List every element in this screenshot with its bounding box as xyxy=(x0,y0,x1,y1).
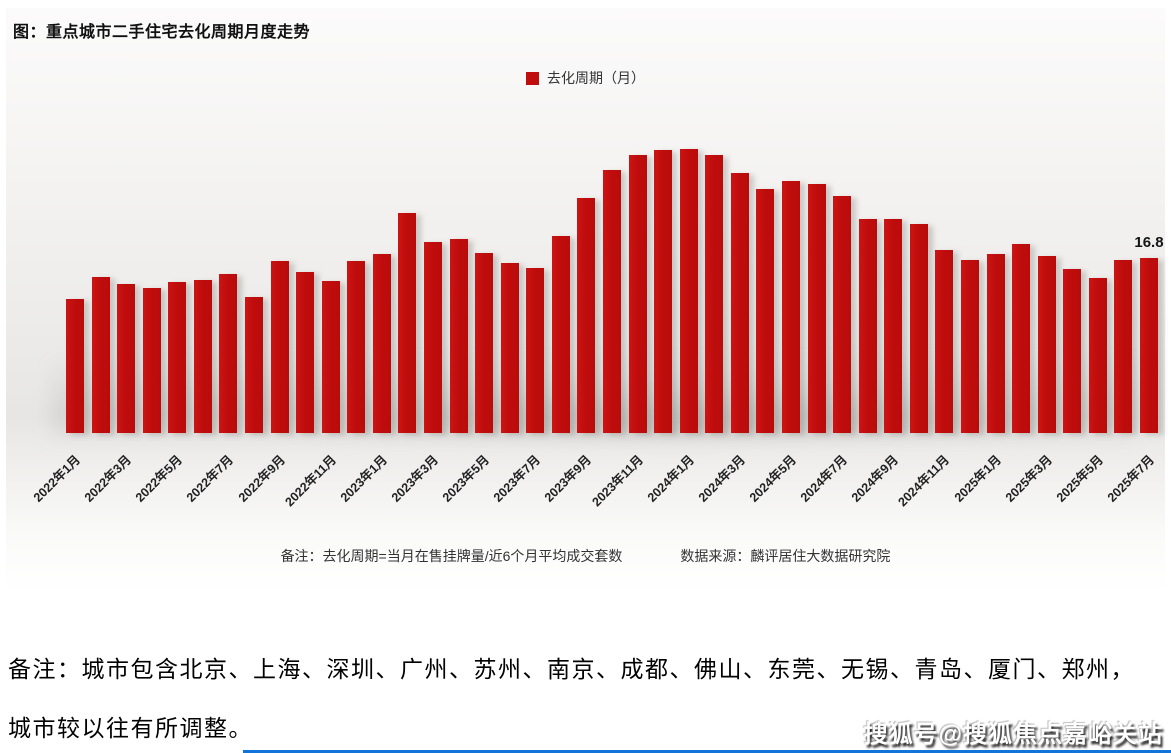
bar-2024年6月 xyxy=(807,184,826,433)
bar-2025年7月 xyxy=(1139,258,1158,433)
bar-2025年2月 xyxy=(1012,243,1031,433)
bar-2022年6月 xyxy=(193,280,212,433)
bar-2022年12月 xyxy=(347,261,366,433)
bar-2024年1月 xyxy=(679,149,698,433)
legend-label: 去化周期（月） xyxy=(547,70,645,86)
bottom-divider-line xyxy=(243,750,1171,753)
bar-2025年3月 xyxy=(1037,256,1056,433)
bar-value-label: 16.8 xyxy=(1134,234,1164,252)
bar-2023年12月 xyxy=(654,150,673,433)
bar-2023年11月 xyxy=(628,155,647,433)
bar-2025年5月 xyxy=(1088,278,1107,433)
bar-2023年1月 xyxy=(372,254,391,433)
bar-2023年10月 xyxy=(602,169,621,433)
x-axis: 2022年1月 2022年3月 2022年5月 2022年7月 2022年9月 2022年… xyxy=(6,441,1165,551)
bar-2023年2月 xyxy=(398,212,417,433)
bar-2025年4月 xyxy=(1063,268,1082,433)
bar-2022年5月 xyxy=(168,282,187,433)
footer-note-line2: 城市较以往有所调整。 xyxy=(8,716,253,741)
bar-2022年7月 xyxy=(219,273,238,433)
bar-2022年3月 xyxy=(117,284,136,433)
bar-2024年11月 xyxy=(935,249,954,433)
bar-2022年8月 xyxy=(244,296,263,433)
bar-2024年8月 xyxy=(858,218,877,433)
bar-2022年4月 xyxy=(142,288,161,433)
bar-2023年3月 xyxy=(423,241,442,433)
bar-2022年1月 xyxy=(66,298,84,433)
bar-2022年11月 xyxy=(321,281,340,433)
chart-section: 图：重点城市二手住宅去化周期月度走势 去化周期（月） 16.8 2022年1月 2… xyxy=(6,8,1165,592)
bar-2023年5月 xyxy=(475,253,494,433)
chart-title: 图：重点城市二手住宅去化周期月度走势 xyxy=(13,24,311,41)
chart-notes: 备注：去化周期=当月在售挂牌量/近6个月平均成交套数 数据来源：麟评居住大数据研… xyxy=(6,546,1165,566)
bar-2025年6月 xyxy=(1114,260,1133,433)
bar-2024年7月 xyxy=(833,195,852,433)
bar-2025年1月 xyxy=(986,254,1005,433)
bar-2024年5月 xyxy=(781,181,800,433)
watermark: 搜狐号@搜狐焦点嘉峪关站 xyxy=(863,721,1163,748)
bar-2024年4月 xyxy=(756,188,775,433)
chart-legend: 去化周期（月） xyxy=(6,68,1165,88)
bar-2024年10月 xyxy=(909,223,928,433)
bar-2023年7月 xyxy=(526,267,545,433)
note-source: 数据来源：麟评居住大数据研究院 xyxy=(680,548,891,564)
bar-2024年3月 xyxy=(730,173,749,433)
bar-2023年9月 xyxy=(577,197,596,433)
bar-2023年6月 xyxy=(500,263,519,433)
bar-2024年12月 xyxy=(960,260,979,433)
bar-2022年2月 xyxy=(91,277,110,433)
bar-2022年9月 xyxy=(270,261,289,433)
plot-area: 16.8 xyxy=(6,8,1165,592)
bar-2024年2月 xyxy=(705,155,724,433)
bar-2022年10月 xyxy=(296,271,315,433)
footer-note-line1: 备注：城市包含北京、上海、深圳、广州、苏州、南京、成都、佛山、东莞、无锡、青岛、… xyxy=(8,657,1135,682)
bar-2024年9月 xyxy=(884,218,903,433)
bar-2023年4月 xyxy=(449,238,468,433)
bar-2023年8月 xyxy=(551,236,570,433)
note-formula: 备注：去化周期=当月在售挂牌量/近6个月平均成交套数 xyxy=(280,548,623,564)
legend-red-square-icon xyxy=(526,71,539,85)
